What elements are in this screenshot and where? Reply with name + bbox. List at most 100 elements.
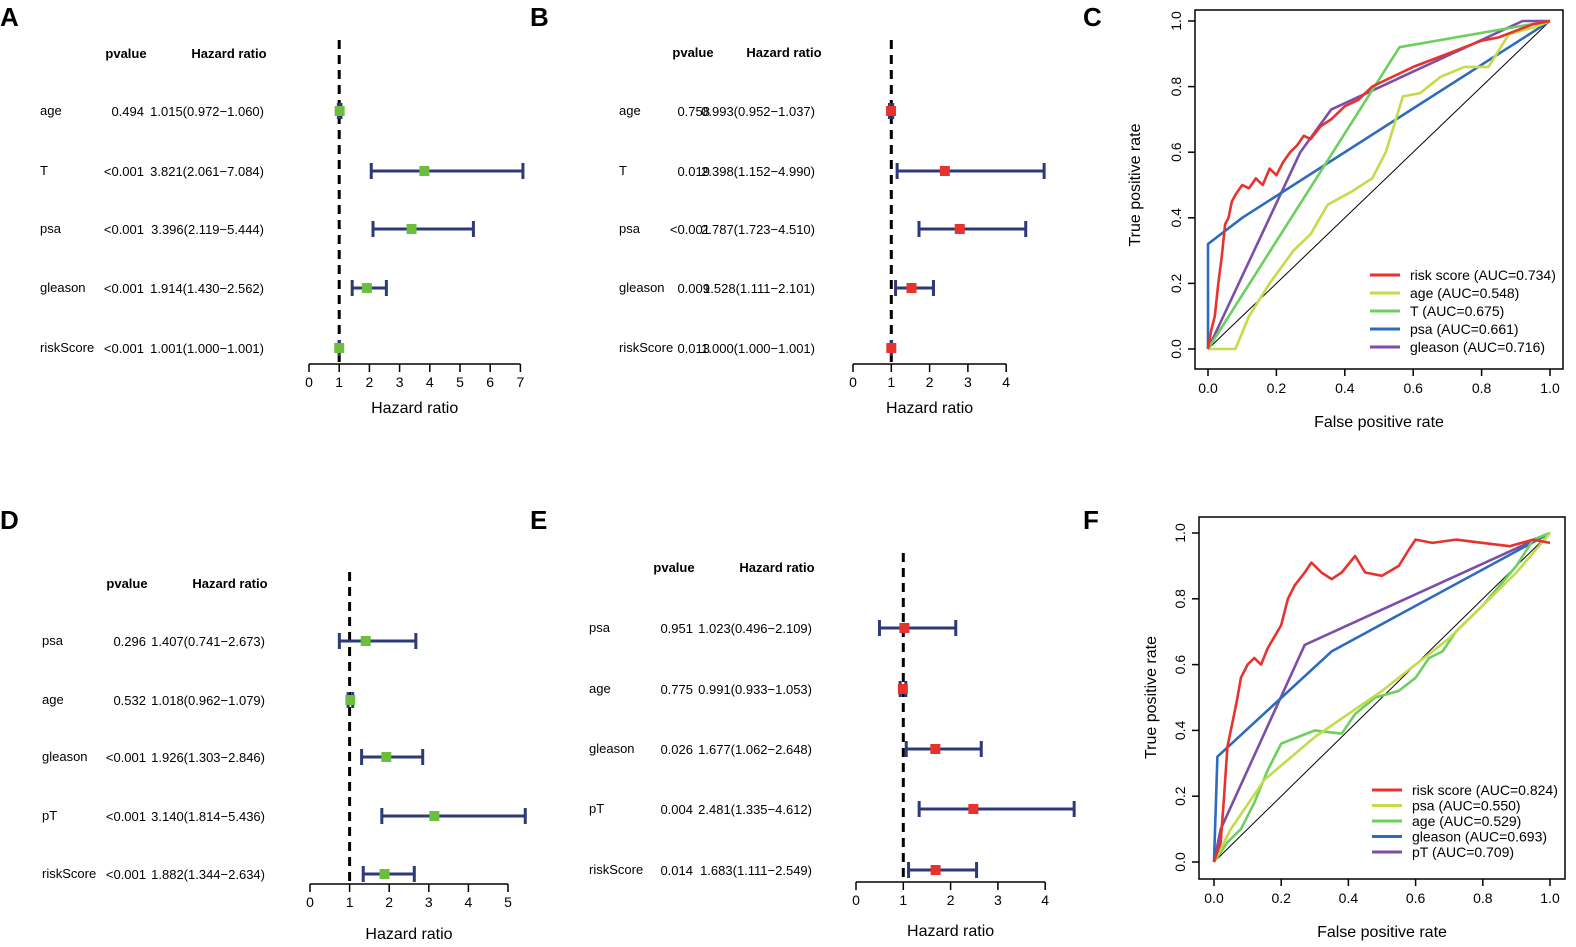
hazard-ratio-cell: 1.001(1.000−1.001) — [150, 341, 264, 356]
hazard-ratio-cell: 3.396(2.119−5.444) — [151, 222, 264, 237]
x-axis-title: Hazard ratio — [371, 400, 458, 417]
variable-label: riskScore — [589, 862, 643, 877]
x-tick-label: 0.2 — [1267, 380, 1287, 396]
variable-label: gleason — [40, 280, 86, 295]
x-tick-label: 0 — [852, 892, 860, 908]
variable-label: age — [40, 103, 62, 118]
hazard-ratio-marker — [361, 283, 372, 293]
hazard-ratio-marker — [906, 283, 917, 293]
hazard-ratio-cell: 1.018(0.962−1.079) — [151, 693, 265, 708]
x-tick-label: 0.8 — [1473, 890, 1493, 906]
y-tick-label: 0.4 — [1172, 720, 1188, 740]
x-tick-label: 1 — [346, 894, 354, 910]
y-tick-label: 0.8 — [1168, 77, 1184, 97]
roc-curve-green — [1206, 19, 1551, 350]
hazard-ratio-cell: 1.528(1.111−2.101) — [703, 281, 815, 296]
pvalue-cell: 0.775 — [660, 682, 693, 697]
x-tick-label: 1 — [335, 374, 343, 390]
pvalue-cell: <0.001 — [104, 222, 144, 237]
pvalue-cell: <0.001 — [104, 341, 144, 356]
x-axis-title: Hazard ratio — [907, 923, 994, 940]
roc-curve-yellowgreen — [1212, 532, 1551, 863]
hazard-ratio-cell: 1.015(0.972−1.060) — [150, 104, 264, 119]
legend-entry: pT (AUC=0.709) — [1412, 844, 1514, 860]
pvalue-cell: 0.004 — [660, 802, 693, 817]
y-tick-label: 1.0 — [1168, 11, 1184, 31]
x-tick-label: 0.0 — [1204, 890, 1224, 906]
pvalue-cell: 0.951 — [660, 621, 693, 636]
hazard-ratio-header: Hazard ratio — [191, 46, 266, 61]
legend-entry: risk score (AUC=0.824) — [1412, 782, 1558, 798]
pvalue-header: pvalue — [653, 560, 694, 575]
pvalue-cell: <0.001 — [106, 809, 146, 824]
variable-label: riskScore — [42, 866, 96, 881]
variable-label: gleason — [589, 741, 635, 756]
x-tick-label: 1 — [887, 374, 895, 390]
x-tick-label: 0.0 — [1198, 380, 1218, 396]
variable-label: riskScore — [619, 340, 673, 355]
x-tick-label: 0.8 — [1472, 380, 1492, 396]
hazard-ratio-cell: 1.914(1.430−2.562) — [150, 281, 264, 296]
hazard-ratio-cell: 1.000(1.000−1.001) — [701, 341, 815, 356]
hazard-ratio-marker — [360, 636, 371, 646]
pvalue-cell: 0.532 — [113, 693, 146, 708]
variable-label: age — [589, 681, 611, 696]
hazard-ratio-cell: 1.926(1.303−2.846) — [151, 750, 265, 765]
hazard-ratio-marker — [930, 865, 941, 875]
roc-plot-frame — [1194, 9, 1564, 370]
y-axis-title: True positive rate — [1143, 636, 1160, 759]
pvalue-cell: 0.014 — [660, 863, 693, 878]
pvalue-cell: 0.013 — [677, 341, 710, 356]
x-axis-title: Hazard ratio — [886, 400, 973, 417]
hazard-ratio-marker — [334, 106, 345, 116]
hazard-ratio-marker — [429, 811, 440, 821]
legend-entry: T (AUC=0.675) — [1410, 303, 1504, 319]
y-tick-label: 0.0 — [1172, 852, 1188, 872]
pvalue-cell: <0.001 — [670, 222, 710, 237]
pvalue-header: pvalue — [105, 46, 146, 61]
x-tick-label: 4 — [1041, 892, 1049, 908]
hazard-ratio-cell: 1.882(1.344−2.634) — [151, 867, 265, 882]
hazard-ratio-marker — [419, 166, 430, 176]
legend-entry: age (AUC=0.548) — [1410, 285, 1519, 301]
hazard-ratio-cell: 0.993(0.952−1.037) — [701, 104, 815, 119]
panel-letter-D: D — [0, 505, 19, 535]
hazard-ratio-cell: 3.140(1.814−5.436) — [151, 809, 265, 824]
x-tick-label: 1 — [899, 892, 907, 908]
x-tick-label: 5 — [456, 374, 464, 390]
pvalue-cell: <0.001 — [106, 750, 146, 765]
variable-label: gleason — [619, 280, 665, 295]
variable-label: pT — [589, 801, 604, 816]
variable-label: gleason — [42, 749, 88, 764]
variable-label: T — [619, 163, 627, 178]
hazard-ratio-cell: 1.023(0.496−2.109) — [698, 621, 812, 636]
hazard-ratio-marker — [334, 343, 345, 353]
hazard-ratio-marker — [954, 224, 965, 234]
hazard-ratio-header: Hazard ratio — [739, 560, 814, 575]
x-tick-label: 6 — [486, 374, 494, 390]
x-tick-label: 5 — [504, 894, 512, 910]
hazard-ratio-cell: 2.398(1.152−4.990) — [701, 164, 815, 179]
y-tick-label: 0.6 — [1168, 142, 1184, 162]
roc-curve-purple — [1212, 531, 1551, 863]
y-tick-label: 0.8 — [1172, 589, 1188, 609]
roc-diagonal — [1207, 20, 1551, 350]
x-tick-label: 4 — [426, 374, 434, 390]
roc-curve-red — [1206, 19, 1551, 350]
x-tick-label: 0.2 — [1271, 890, 1291, 906]
roc-plot-frame — [1198, 516, 1566, 880]
pvalue-cell: 0.009 — [677, 281, 710, 296]
x-tick-label: 1.0 — [1540, 890, 1560, 906]
x-tick-label: 2 — [926, 374, 934, 390]
hazard-ratio-marker — [930, 744, 941, 754]
y-axis-title: True positive rate — [1127, 123, 1144, 246]
x-tick-label: 0 — [849, 374, 857, 390]
hazard-ratio-marker — [886, 106, 897, 116]
hazard-ratio-marker — [886, 343, 897, 353]
y-tick-label: 0.0 — [1168, 339, 1184, 359]
hazard-ratio-cell: 3.821(2.061−7.084) — [150, 164, 264, 179]
legend-entry: psa (AUC=0.550) — [1412, 798, 1521, 814]
variable-label: psa — [619, 221, 641, 236]
x-axis-title: False positive rate — [1317, 924, 1447, 941]
